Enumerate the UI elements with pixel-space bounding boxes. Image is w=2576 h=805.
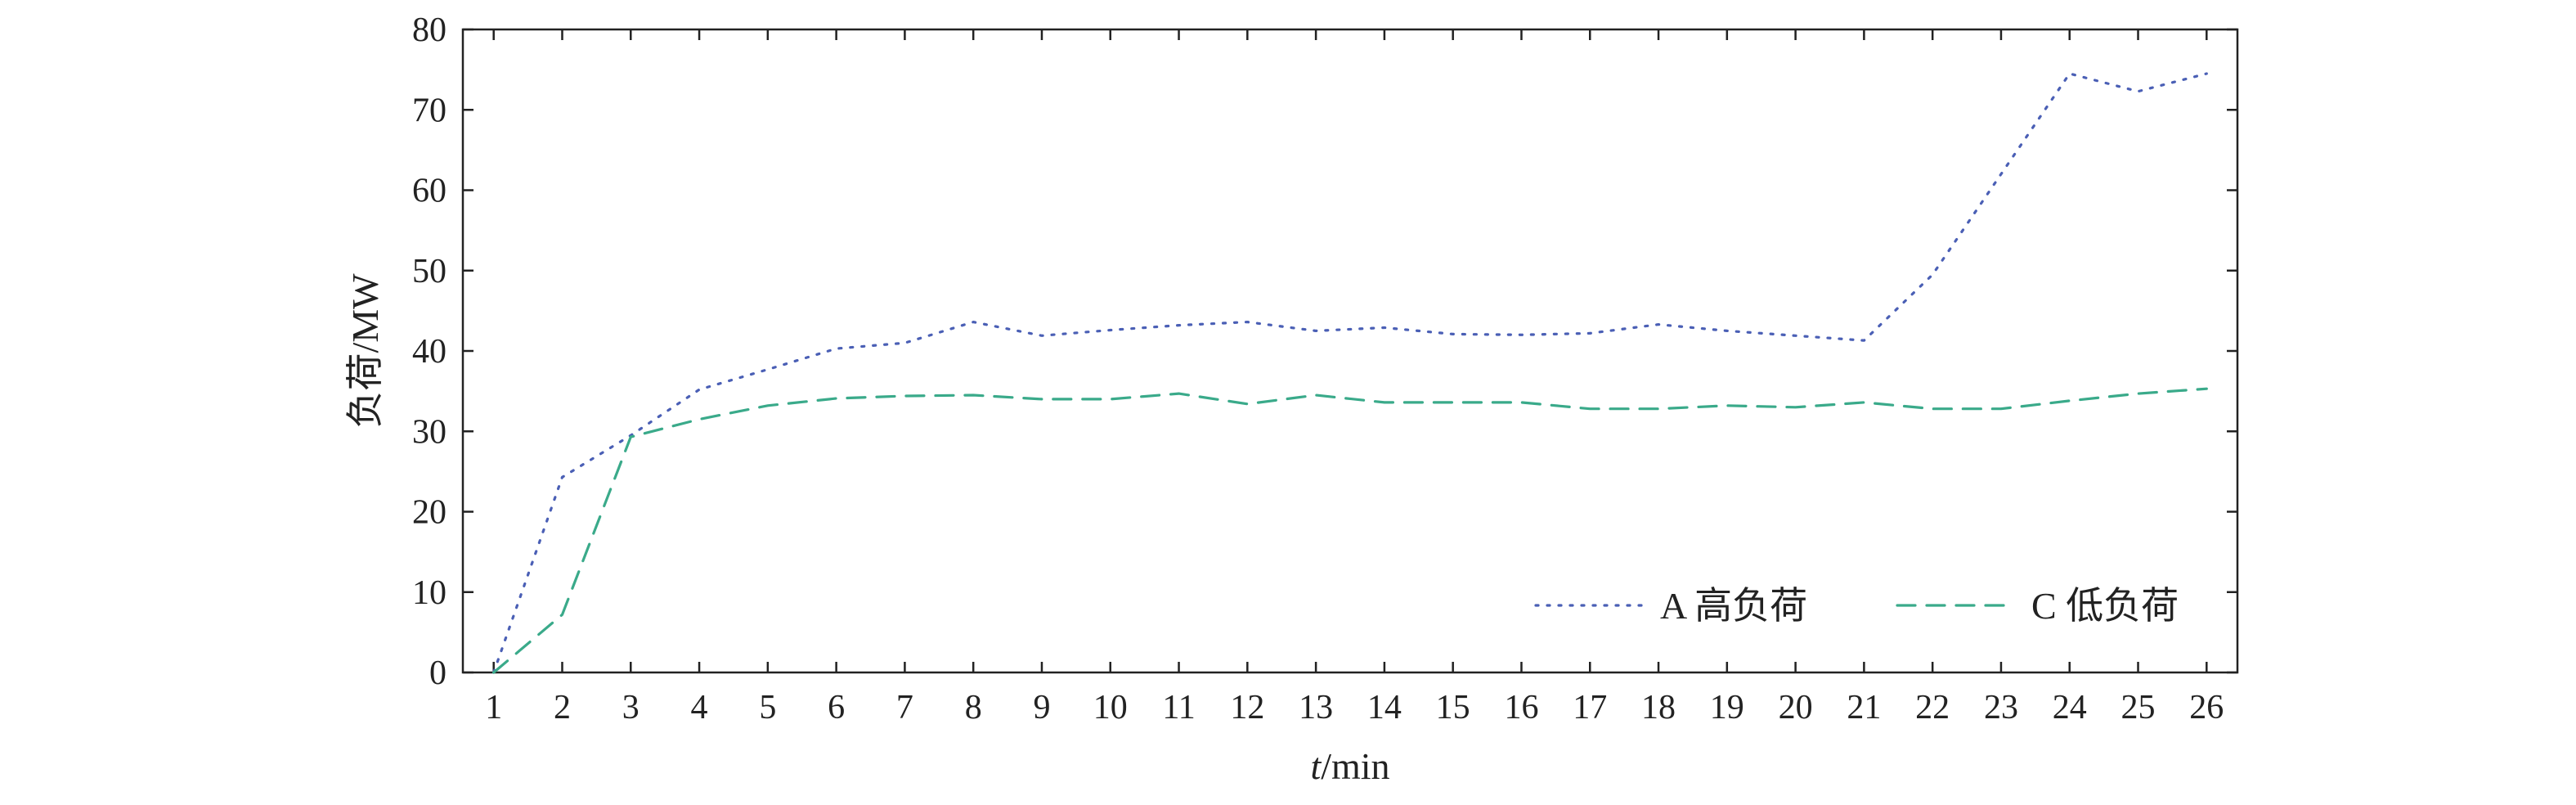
x-tick-label: 21 xyxy=(1847,689,1881,726)
x-tick-label: 19 xyxy=(1710,689,1744,726)
y-tick-label: 60 xyxy=(412,173,447,210)
x-tick-label: 2 xyxy=(554,689,571,726)
plot-frame xyxy=(461,28,2239,674)
x-tick-label: 13 xyxy=(1299,689,1333,726)
legend-label: C 低负荷 xyxy=(2031,585,2179,627)
x-tick-label: 14 xyxy=(1367,689,1402,726)
y-axis: 0 10 20 30 40 50 60 70 80 xyxy=(412,11,2237,692)
x-tick-label: 20 xyxy=(1779,689,1813,726)
series-line-c xyxy=(492,387,2208,674)
x-tick-label: 1 xyxy=(485,689,502,726)
x-tick-label: 25 xyxy=(2121,689,2156,726)
x-tick-label: 23 xyxy=(1984,689,2018,726)
x-tick-label: 22 xyxy=(1915,689,1950,726)
x-tick-label: 15 xyxy=(1436,689,1470,726)
x-tick-label: 4 xyxy=(691,689,708,726)
x-axis-title: t/min xyxy=(1310,745,1389,787)
y-tick-label: 20 xyxy=(412,494,447,532)
y-tick-label: 40 xyxy=(412,333,447,371)
y-tick-label: 70 xyxy=(412,92,447,129)
y-tick-label: 30 xyxy=(412,413,447,451)
x-axis: 1 2 3 4 5 6 7 8 9 10 11 12 13 14 15 16 17 18 19 20 21 22 23 24 2… xyxy=(485,29,2224,726)
x-tick-label: 17 xyxy=(1573,689,1607,726)
y-axis-title: 负荷/MW xyxy=(344,273,386,429)
x-tick-label: 16 xyxy=(1504,689,1538,726)
y-tick-label: 80 xyxy=(412,11,447,49)
x-tick-label: 7 xyxy=(896,689,913,726)
x-tick-label: 3 xyxy=(622,689,640,726)
y-tick-label: 10 xyxy=(412,574,447,612)
x-tick-label: 18 xyxy=(1641,689,1676,726)
series-line-a xyxy=(492,72,2208,674)
legend-label: A 高负荷 xyxy=(1660,585,1807,627)
legend: A 高负荷 C 低负荷 xyxy=(1534,585,2179,627)
x-tick-label: 12 xyxy=(1230,689,1264,726)
series-layer xyxy=(492,72,2208,674)
x-tick-label: 24 xyxy=(2053,689,2087,726)
x-tick-label: 8 xyxy=(965,689,982,726)
y-tick-label: 50 xyxy=(412,253,447,290)
x-tick-label: 9 xyxy=(1033,689,1050,726)
x-tick-label: 26 xyxy=(2189,689,2224,726)
x-tick-label: 10 xyxy=(1093,689,1128,726)
y-tick-label: 0 xyxy=(429,654,447,692)
x-tick-label: 11 xyxy=(1162,689,1195,726)
x-tick-label: 5 xyxy=(759,689,776,726)
x-tick-label: 6 xyxy=(828,689,845,726)
